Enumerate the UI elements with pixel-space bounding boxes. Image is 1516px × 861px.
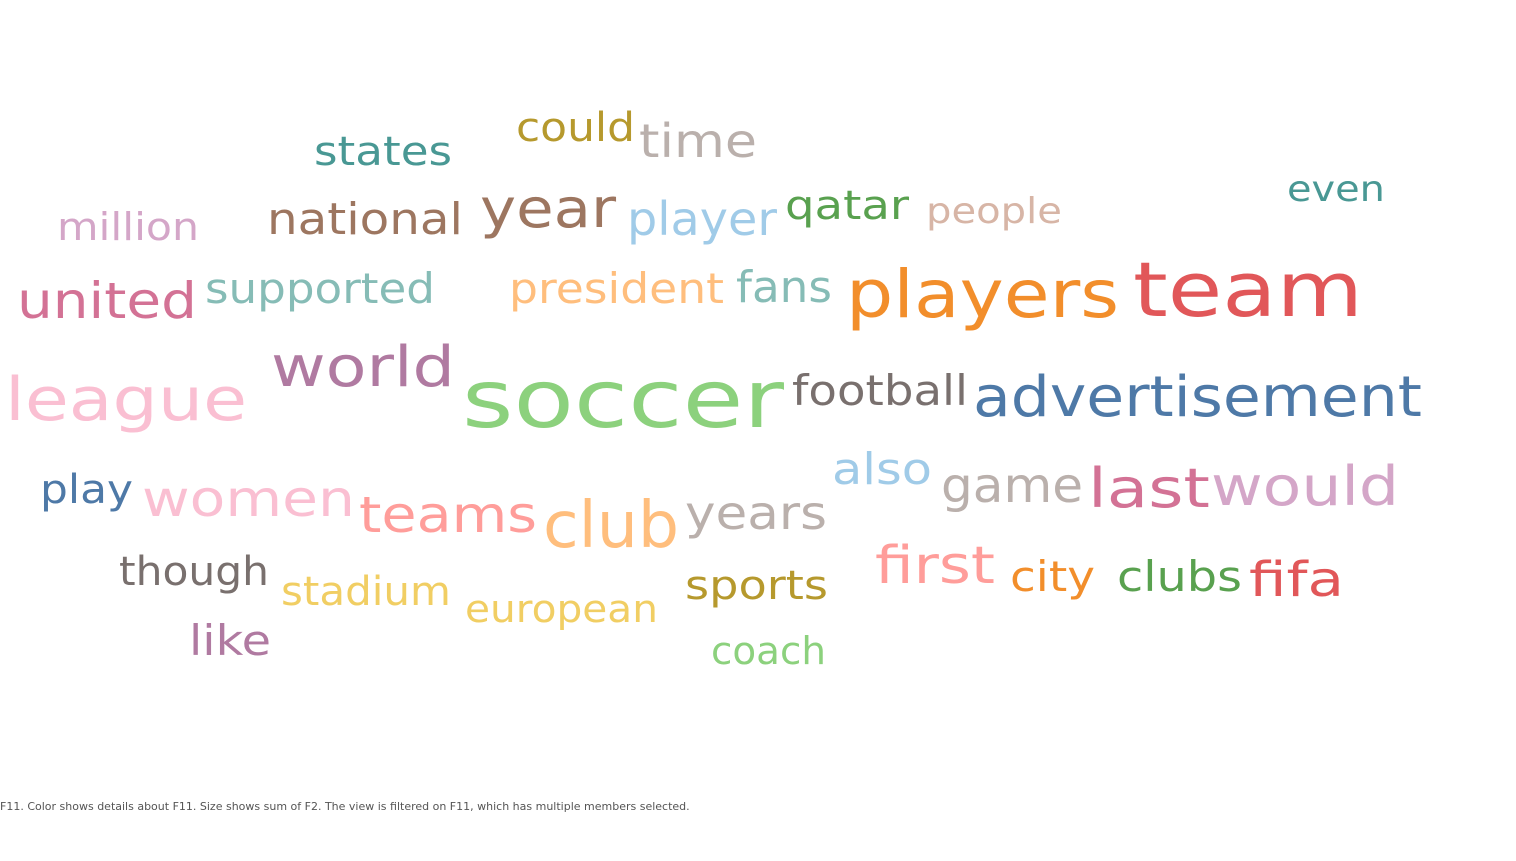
word-fans: fans bbox=[736, 262, 832, 313]
word-though: though bbox=[119, 549, 269, 595]
word-years: years bbox=[685, 486, 828, 540]
chart-caption: F11. Color shows details about F11. Size… bbox=[0, 800, 690, 813]
word-club: club bbox=[543, 489, 680, 563]
word-city: city bbox=[1010, 552, 1095, 601]
word-player: player bbox=[627, 192, 777, 246]
word-cloud: soccer team players league advertisement worl… bbox=[5, 105, 1422, 673]
word-game: game bbox=[941, 458, 1084, 514]
word-advertisement: advertisement bbox=[973, 365, 1422, 430]
word-european: european bbox=[465, 587, 659, 631]
word-united: united bbox=[17, 272, 197, 330]
word-team: team bbox=[1133, 245, 1363, 334]
word-year: year bbox=[480, 177, 617, 240]
word-players: players bbox=[846, 256, 1120, 333]
word-like: like bbox=[189, 616, 272, 665]
word-national: national bbox=[267, 194, 463, 245]
word-soccer: soccer bbox=[462, 353, 784, 446]
word-world: world bbox=[271, 335, 455, 400]
word-qatar: qatar bbox=[785, 183, 910, 229]
word-league: league bbox=[5, 365, 248, 435]
word-also: also bbox=[832, 444, 932, 495]
word-first: first bbox=[875, 536, 996, 596]
word-people: people bbox=[926, 191, 1062, 232]
word-supported: supported bbox=[205, 264, 436, 313]
word-would: would bbox=[1211, 455, 1400, 518]
word-time: time bbox=[639, 114, 757, 168]
word-clubs: clubs bbox=[1117, 552, 1242, 601]
word-million: million bbox=[57, 205, 200, 249]
word-states: states bbox=[314, 129, 453, 175]
word-even: even bbox=[1287, 169, 1385, 210]
word-could: could bbox=[516, 105, 636, 151]
word-fifa: fifa bbox=[1249, 552, 1344, 608]
word-coach: coach bbox=[711, 629, 826, 673]
word-last: last bbox=[1088, 457, 1210, 520]
word-president: president bbox=[509, 264, 725, 313]
word-stadium: stadium bbox=[281, 569, 451, 615]
word-sports: sports bbox=[685, 563, 828, 609]
word-women: women bbox=[142, 470, 355, 528]
word-play: play bbox=[40, 467, 133, 513]
word-teams: teams bbox=[359, 486, 538, 544]
word-football: football bbox=[792, 366, 968, 415]
